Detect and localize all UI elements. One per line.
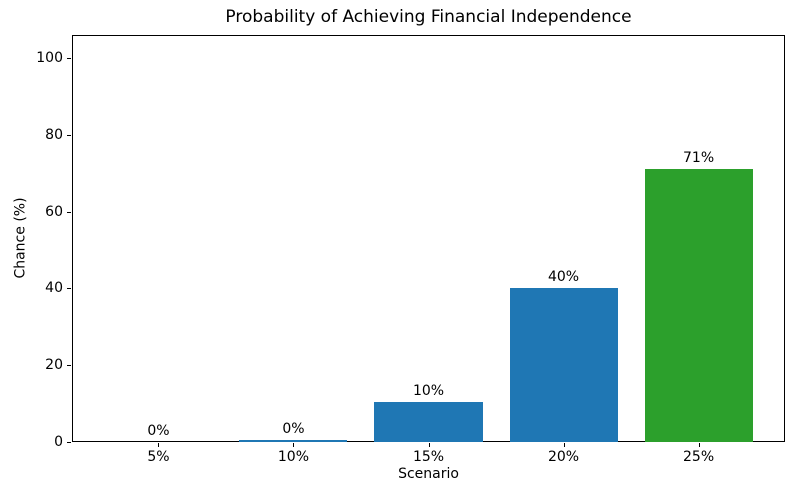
- x-tick-label: 5%: [147, 449, 170, 465]
- y-tick-mark: [67, 211, 71, 213]
- bar-value-label-20pct: 40%: [547, 269, 580, 286]
- y-tick-label: 100: [36, 50, 63, 67]
- y-tick-label: 60: [45, 203, 63, 220]
- x-tick-label: 15%: [412, 449, 445, 465]
- y-tick-mark: [67, 58, 71, 60]
- bar-15pct: [374, 402, 483, 442]
- x-tick-label: 10%: [277, 449, 310, 465]
- x-tick-mark: [698, 443, 700, 447]
- x-tick-mark: [293, 443, 295, 447]
- x-tick-mark: [428, 443, 430, 447]
- y-tick-mark: [67, 288, 71, 290]
- chart-title: Probability of Achieving Financial Indep…: [225, 7, 632, 27]
- y-tick-mark: [67, 442, 71, 443]
- y-axis-label: Chance (%): [12, 197, 29, 279]
- x-tick-mark: [158, 443, 160, 447]
- x-axis-label: Scenario: [398, 466, 459, 482]
- y-tick-label: 80: [45, 126, 63, 143]
- bar-value-label-10pct: 0%: [282, 421, 305, 438]
- bar-value-label-15pct: 10%: [412, 383, 445, 400]
- y-tick-mark: [67, 365, 71, 367]
- bar-value-label-25pct: 71%: [683, 150, 715, 167]
- y-tick-label: 0: [54, 434, 63, 450]
- bar-20pct: [509, 288, 618, 442]
- y-tick-label: 40: [45, 280, 63, 297]
- bar-25pct: [644, 169, 753, 442]
- x-tick-label: 25%: [683, 449, 715, 465]
- bar-value-label-5pct: 0%: [147, 423, 170, 439]
- y-tick-label: 20: [45, 357, 63, 374]
- x-tick-mark: [563, 443, 565, 447]
- x-tick-label: 20%: [547, 449, 580, 465]
- y-tick-mark: [67, 134, 71, 136]
- bar-10pct: [239, 440, 348, 442]
